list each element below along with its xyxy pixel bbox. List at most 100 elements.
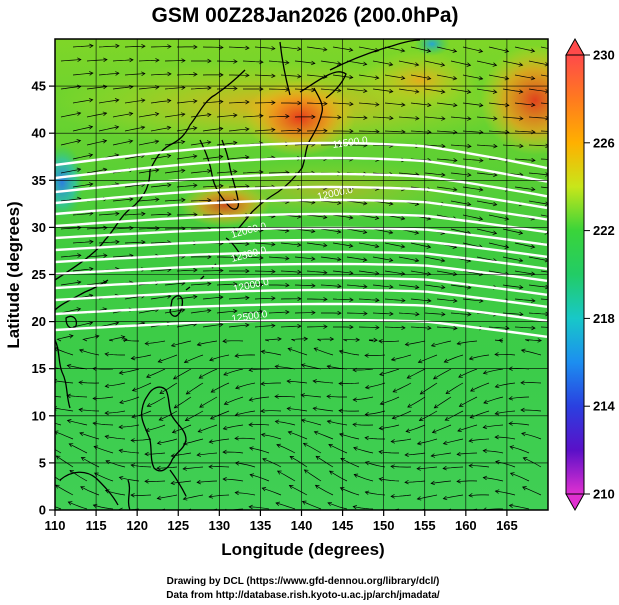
streamline-arrow-247 xyxy=(557,216,561,220)
streamline-arrow-341 xyxy=(518,285,524,290)
streamline-arrow-485 xyxy=(274,394,279,399)
streamline-arrow-209 xyxy=(557,187,561,191)
streamline-arrow-279 xyxy=(400,244,406,249)
streamline-74 xyxy=(476,88,497,93)
streamline-595 xyxy=(171,480,192,484)
streamline-563 xyxy=(328,444,348,454)
streamline-arrow-407 xyxy=(222,338,227,344)
streamline-arrow-44 xyxy=(219,72,224,78)
streamline-arrow-587 xyxy=(468,463,473,468)
streamline-arrow-593 xyxy=(118,475,124,481)
streamline-arrow-595 xyxy=(170,480,175,486)
streamline-177 xyxy=(190,170,211,174)
streamline-arrow-629 xyxy=(67,501,73,506)
streamline-318 xyxy=(410,270,431,275)
streamline-423 xyxy=(158,354,178,363)
hot-spot-east xyxy=(480,45,548,155)
streamline-334 xyxy=(320,284,342,287)
streamline-arrow-171 xyxy=(557,158,561,162)
streamline-619 xyxy=(315,485,334,496)
streamline-arrow-465 xyxy=(260,381,265,386)
streamline-arrow-421 xyxy=(104,352,109,357)
streamline-arrow-556 xyxy=(144,451,149,457)
streamline-338 xyxy=(424,284,445,289)
streamline-arrow-11 xyxy=(348,47,354,52)
streamline-arrow-358 xyxy=(479,298,484,304)
streamline-arrow-522 xyxy=(248,422,253,427)
streamline-329 xyxy=(190,283,211,286)
streamline-arrow-104 xyxy=(285,114,290,119)
streamline-arrow-12 xyxy=(374,47,380,53)
streamline-arrow-63 xyxy=(207,85,212,91)
streamline-arrow-42 xyxy=(167,71,172,77)
streamline-436 xyxy=(494,353,516,356)
streamline-arrow-480 xyxy=(146,402,152,407)
streamline-178 xyxy=(216,171,237,174)
streamline-620 xyxy=(340,487,360,496)
streamline-arrow-226 xyxy=(492,201,498,207)
streamline-55 xyxy=(488,74,509,80)
streamline-503 xyxy=(260,410,282,412)
streamline-arrow-157 xyxy=(192,154,198,159)
streamline-arrow-454 xyxy=(458,373,463,378)
streamline-299 xyxy=(398,256,419,262)
streamline-296 xyxy=(320,256,341,261)
streamline-88 xyxy=(358,102,379,106)
streamline-arrow-98 xyxy=(128,111,134,117)
streamline-152 xyxy=(528,144,548,147)
streamline-485 xyxy=(274,396,296,398)
streamline-arrow-140 xyxy=(233,140,238,146)
streamline-554 xyxy=(93,446,114,454)
streamline-arrow-4 xyxy=(167,44,172,49)
streamline-136 xyxy=(112,140,133,146)
streamline-arrow-342 xyxy=(545,284,548,290)
streamline-599 xyxy=(277,470,296,482)
streamline-arrow-191 xyxy=(88,182,94,187)
streamline-112 xyxy=(476,116,497,120)
streamline-arrow-152 xyxy=(545,143,548,149)
streamline-239 xyxy=(332,214,353,219)
streamline-502 xyxy=(235,410,256,416)
streamline-497 xyxy=(105,410,126,414)
streamline-arrow-535 xyxy=(104,434,110,440)
streamline-94 xyxy=(514,102,535,106)
streamline-284 xyxy=(514,242,535,248)
streamline-260 xyxy=(372,228,393,234)
streamline-arrow-624 xyxy=(442,495,448,501)
streamline-arrow-517 xyxy=(118,424,123,430)
streamline-arrow-492 xyxy=(458,402,464,407)
streamline-arrow-311 xyxy=(245,268,250,274)
streamline-arrow-642 xyxy=(406,512,410,516)
streamline-arrow-510 xyxy=(444,416,450,421)
streamline-arrow-71 xyxy=(414,89,420,94)
streamline-arrow-584 xyxy=(390,464,395,469)
streamline-arrow-134 xyxy=(76,139,82,144)
streamline-251 xyxy=(138,227,160,230)
streamline-arrow-533 xyxy=(55,430,59,435)
streamline-369 xyxy=(242,311,263,314)
streamline-263 xyxy=(450,228,471,234)
streamline-54 xyxy=(462,74,483,80)
streamline-49 xyxy=(332,74,353,78)
streamline-324 xyxy=(60,281,81,286)
streamline-arrow-214 xyxy=(181,197,186,203)
streamline-arrow-640 xyxy=(352,504,358,510)
streamline-arrow-558 xyxy=(196,452,202,457)
streamline-83 xyxy=(228,101,250,104)
streamline-arrow-565 xyxy=(378,449,383,455)
streamline-567 xyxy=(431,452,452,457)
streamline-9 xyxy=(280,46,301,50)
streamline-93 xyxy=(488,102,509,106)
streamline-arrow-139 xyxy=(206,140,212,145)
streamline-arrow-552 xyxy=(43,443,47,446)
streamline-269 xyxy=(124,241,146,244)
streamline-arrow-274 xyxy=(271,242,276,247)
streamline-arrow-622 xyxy=(390,494,395,499)
streamline-arrow-375 xyxy=(415,311,420,317)
streamline-arrow-366 xyxy=(180,308,186,313)
streamline-214 xyxy=(164,199,186,202)
streamline-arrow-435 xyxy=(468,356,474,361)
streamline-arrow-339 xyxy=(466,285,472,290)
streamline-288 xyxy=(112,255,134,258)
streamline-arrow-594 xyxy=(144,479,149,484)
